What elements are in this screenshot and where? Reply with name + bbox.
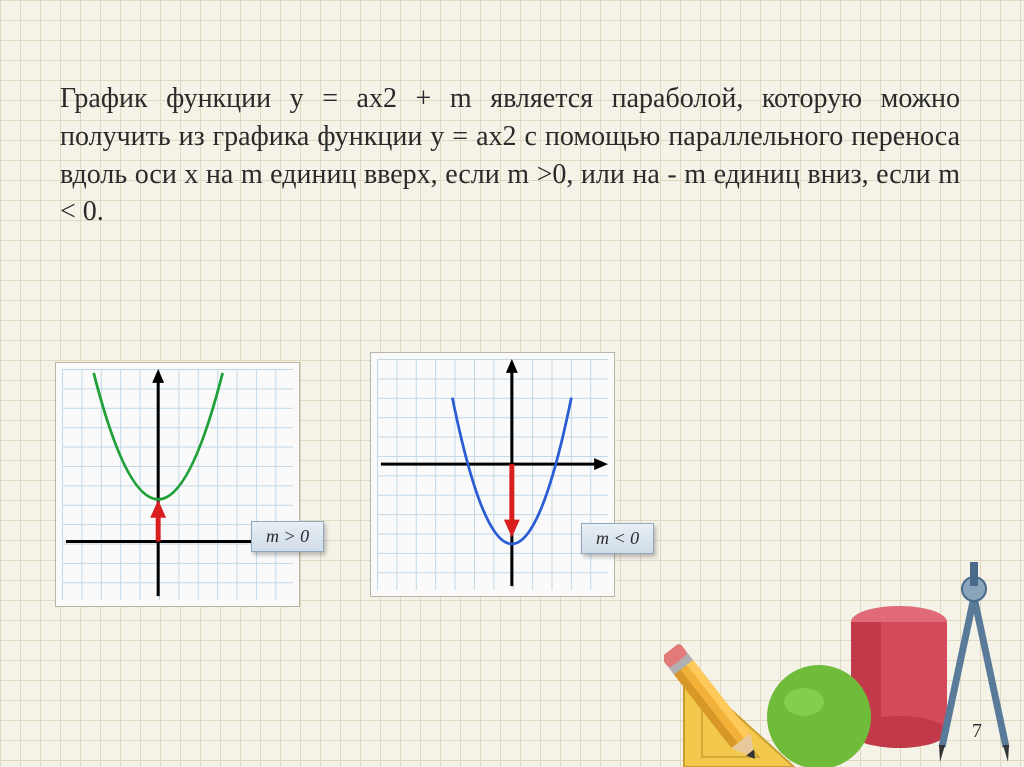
content-area: График функции у = ах2 + m является пара… bbox=[60, 80, 960, 231]
y-axis-arrow bbox=[506, 359, 518, 373]
chart-m-positive: m > 0 bbox=[55, 362, 300, 607]
chart-svg-right bbox=[371, 353, 614, 596]
x-axis-arrow bbox=[594, 458, 608, 470]
chart-m-negative: m < 0 bbox=[370, 352, 615, 597]
label-m-negative: m < 0 bbox=[581, 523, 654, 554]
translation-arrow-head bbox=[150, 500, 166, 518]
main-paragraph: График функции у = ах2 + m является пара… bbox=[60, 80, 960, 231]
charts-row: m > 0 m < 0 bbox=[55, 362, 615, 607]
label-m-positive: m > 0 bbox=[251, 521, 324, 552]
y-axis-arrow bbox=[152, 369, 164, 383]
page-number: 7 bbox=[972, 720, 982, 743]
chart-svg-left bbox=[56, 363, 299, 606]
translation-arrow-head bbox=[504, 520, 520, 538]
